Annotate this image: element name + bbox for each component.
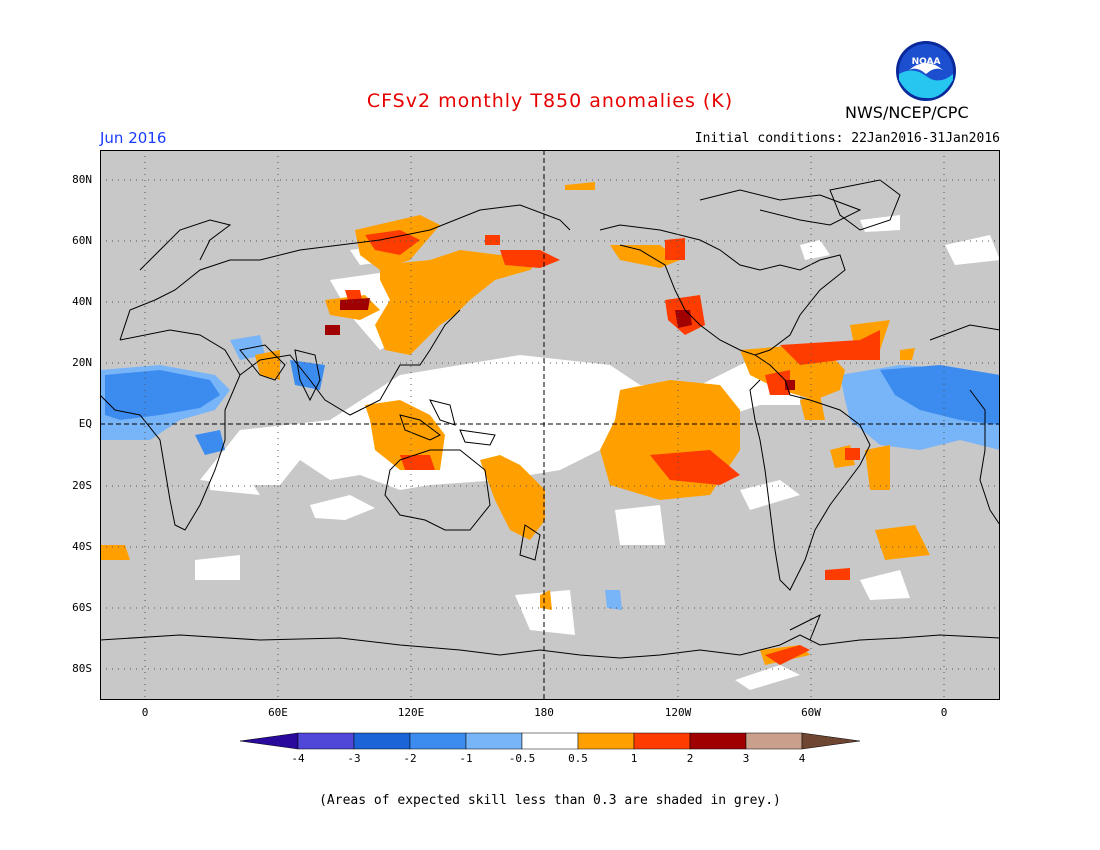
colorbar-swatch xyxy=(521,732,579,750)
lon-label: 60E xyxy=(268,706,288,719)
colorbar-tick: -3 xyxy=(347,752,361,765)
lon-label: 120W xyxy=(664,706,692,719)
lat-label: 60S xyxy=(72,601,92,614)
lon-label: 0 xyxy=(940,706,948,719)
lat-label: 80S xyxy=(72,662,92,675)
colorbar-tick: -1 xyxy=(459,752,473,765)
coastlines xyxy=(100,179,1000,659)
colorbar-tick: 4 xyxy=(798,752,806,765)
footnote: (Areas of expected skill less than 0.3 a… xyxy=(319,793,781,808)
lat-label: 40S xyxy=(72,540,92,553)
anomaly-map xyxy=(100,150,1000,700)
colorbar-swatch xyxy=(577,732,635,750)
strong-positive-anomaly-areas xyxy=(325,230,880,665)
lon-label: 180 xyxy=(534,706,554,719)
noaa-logo: NOAA xyxy=(896,41,956,101)
colorbar-swatch xyxy=(353,732,411,750)
colorbar-tick: 2 xyxy=(686,752,694,765)
lat-label: EQ xyxy=(78,417,92,430)
map-frame xyxy=(100,150,1000,700)
lon-label: 120E xyxy=(397,706,425,719)
colorbar-swatch xyxy=(745,732,803,750)
negative-anomaly-areas xyxy=(100,335,1000,610)
reference-lines xyxy=(100,150,1000,700)
forecast-month: Jun 2016 xyxy=(100,129,167,147)
lat-label: 80N xyxy=(72,173,92,186)
colorbar-tick: 0.5 xyxy=(568,752,588,765)
colorbar-tick: -0.5 xyxy=(508,752,536,765)
colorbar-swatch xyxy=(801,732,861,750)
lat-label: 40N xyxy=(72,295,92,308)
initial-conditions: Initial conditions: 22Jan2016-31Jan2016 xyxy=(694,131,1000,146)
colorbar-tick: -2 xyxy=(403,752,417,765)
colorbar-swatch xyxy=(409,732,467,750)
agency-label: NWS/NCEP/CPC xyxy=(845,103,969,122)
colorbar-swatch xyxy=(297,732,355,750)
colorbar-tick: 1 xyxy=(630,752,638,765)
lat-label: 60N xyxy=(72,234,92,247)
colorbar-tick: -4 xyxy=(291,752,305,765)
colorbar-swatch xyxy=(689,732,747,750)
lon-label: 0 xyxy=(141,706,149,719)
colorbar-swatch xyxy=(465,732,523,750)
logo-text: NOAA xyxy=(912,57,941,67)
lon-label: 60W xyxy=(801,706,821,719)
colorbar-tick: 3 xyxy=(742,752,750,765)
lat-label: 20N xyxy=(72,356,92,369)
map-title: CFSv2 monthly T850 anomalies (K) xyxy=(366,90,734,112)
colorbar-swatch xyxy=(633,732,691,750)
colorbar-swatch xyxy=(239,732,299,750)
colorbar xyxy=(239,732,861,750)
gridlines xyxy=(100,150,1000,700)
lat-label: 20S xyxy=(72,479,92,492)
